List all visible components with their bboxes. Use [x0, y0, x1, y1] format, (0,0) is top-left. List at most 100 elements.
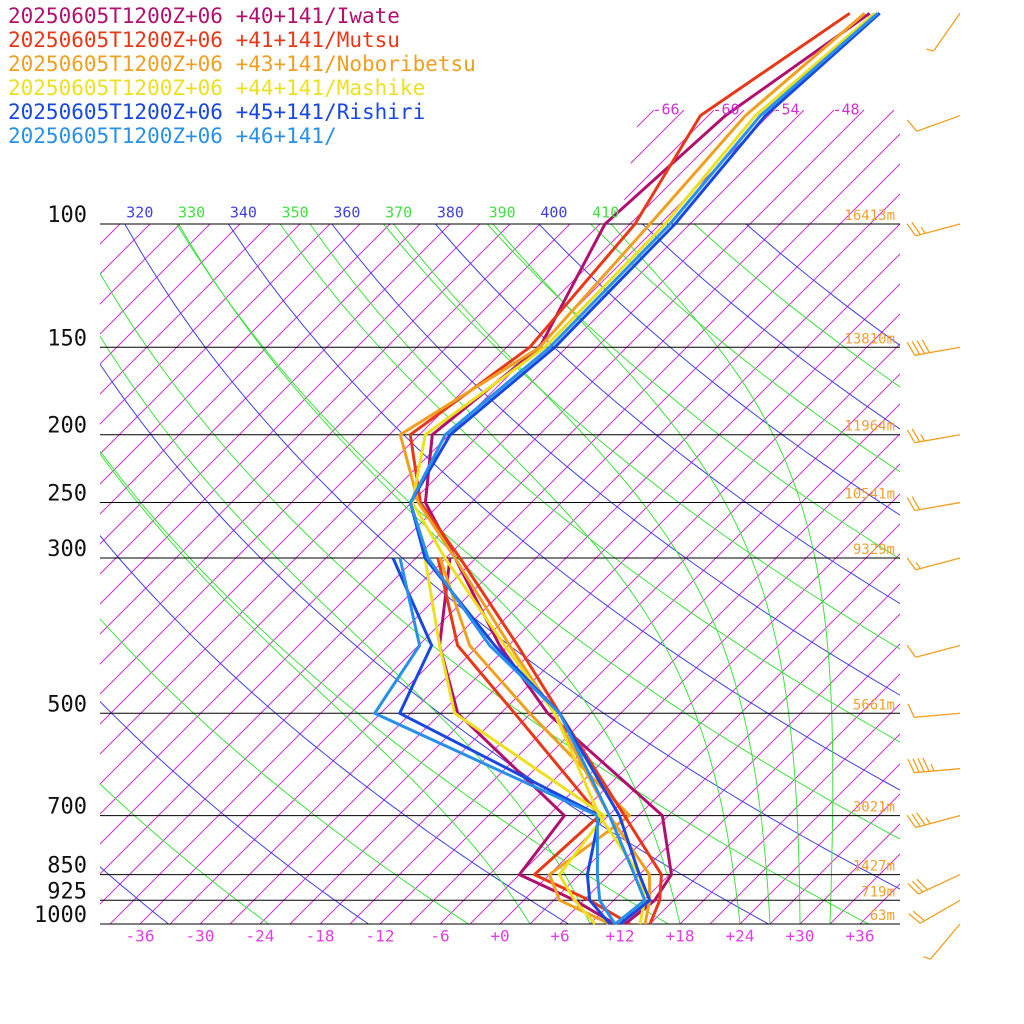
legend-entry: 20250605T1200Z+06 +45+141/Rishiri	[8, 100, 425, 124]
wind-barb	[906, 644, 961, 658]
x-tick-label: +12	[606, 927, 635, 946]
x-tick-label: +36	[846, 927, 875, 946]
x-tick-label: +0	[490, 927, 509, 946]
moist-adiabat	[100, 453, 531, 924]
isotherm	[100, 110, 715, 924]
dewpoint-line	[373, 557, 617, 925]
height-label: 9329m	[853, 542, 895, 558]
isotherm	[799, 110, 900, 924]
moist-adiabat	[178, 224, 681, 924]
isotherm	[100, 110, 295, 924]
moist-adiabat	[309, 224, 741, 924]
x-tick-label: -36	[126, 927, 155, 946]
isotherm	[139, 110, 900, 924]
wind-barb	[908, 899, 961, 924]
isotherm	[229, 110, 900, 924]
isotherm	[100, 110, 415, 924]
isotherm	[100, 110, 595, 924]
isotherm	[100, 110, 655, 924]
pressure-label: 925	[47, 879, 87, 904]
height-label: 13810m	[844, 331, 895, 347]
height-label: 16413m	[844, 208, 895, 224]
isotherm	[100, 110, 355, 924]
isotherm	[100, 110, 325, 924]
theta-label: 410	[592, 204, 619, 222]
dry-adiabat	[100, 700, 370, 924]
isotherm	[499, 110, 900, 924]
theta-label: 400	[540, 204, 567, 222]
wind-barb	[906, 557, 961, 571]
temperature-line	[423, 12, 871, 926]
labels: -66 -60 -54 -48 320 330 340 350 360 370 380 390 400 4…	[8, 4, 895, 946]
pressure-label: 100	[47, 203, 87, 228]
dewpoint-line	[423, 557, 606, 925]
theta-label: 350	[282, 204, 309, 222]
legend-entry: 20250605T1200Z+06 +46+141/	[8, 124, 337, 148]
wind-barb	[906, 812, 961, 829]
dry-adiabat	[100, 618, 470, 924]
pressure-label: 250	[47, 482, 87, 507]
isotherm	[100, 110, 235, 924]
soundings	[373, 12, 961, 960]
isotherm	[100, 110, 565, 924]
isotherm	[199, 110, 900, 924]
isotherm-label: -48	[832, 101, 859, 119]
isotherm	[589, 110, 900, 924]
isotherm	[739, 110, 900, 924]
pressure-label: 700	[47, 795, 87, 820]
isotherm	[100, 110, 175, 924]
x-tick-label: +30	[786, 927, 815, 946]
theta-label: 330	[178, 204, 205, 222]
dry-adiabat	[486, 224, 900, 560]
theta-label: 340	[230, 204, 257, 222]
wind-barb	[906, 339, 961, 356]
moist-adiabat	[492, 224, 801, 924]
isotherm-label: -60	[712, 101, 739, 119]
x-tick-label: +6	[550, 927, 569, 946]
temperature-line	[408, 12, 879, 926]
moist-adiabat	[610, 224, 834, 924]
isotherm	[619, 110, 900, 924]
isotherm	[439, 110, 900, 924]
theta-label: 380	[437, 204, 464, 222]
pressure-label: 200	[47, 414, 87, 439]
pressure-label: 300	[47, 537, 87, 562]
isotherm	[679, 110, 900, 924]
theta-label: 390	[489, 204, 516, 222]
isotherm	[100, 110, 805, 924]
dry-adiabat	[590, 224, 900, 473]
isotherm	[100, 110, 685, 924]
wind-barb	[906, 222, 961, 237]
legend-entry: 20250605T1200Z+06 +40+141/Iwate	[8, 4, 400, 28]
x-tick-label: +18	[666, 927, 695, 946]
isotherm	[109, 110, 900, 924]
legend-entry: 20250605T1200Z+06 +41+141/Mutsu	[8, 28, 400, 52]
x-tick-label: -30	[186, 927, 215, 946]
height-label: 63m	[870, 908, 895, 924]
legend-entry: 20250605T1200Z+06 +43+141/Noboribetsu	[8, 52, 476, 76]
wind-barb	[906, 428, 961, 444]
isotherm	[469, 110, 900, 924]
dry-adiabat	[100, 534, 570, 924]
height-label: 3021m	[853, 800, 895, 816]
isotherm	[100, 110, 535, 924]
temperature-line	[408, 12, 851, 925]
theta-label: 370	[385, 204, 412, 222]
moist-adiabat	[100, 335, 591, 924]
isotherm	[349, 110, 900, 924]
isotherm	[529, 110, 900, 924]
adiabats	[100, 224, 900, 924]
wind-barb	[926, 12, 961, 52]
dry-adiabat	[100, 783, 270, 924]
isotherm	[319, 110, 900, 924]
x-tick-label: -24	[246, 927, 275, 946]
isotherm-label: -66	[652, 101, 679, 119]
isotherm	[769, 110, 900, 924]
isotherm	[379, 110, 900, 924]
x-tick-label: +24	[726, 927, 755, 946]
isotherm	[100, 110, 895, 924]
height-label: 10541m	[844, 487, 895, 503]
theta-label: 360	[333, 204, 360, 222]
